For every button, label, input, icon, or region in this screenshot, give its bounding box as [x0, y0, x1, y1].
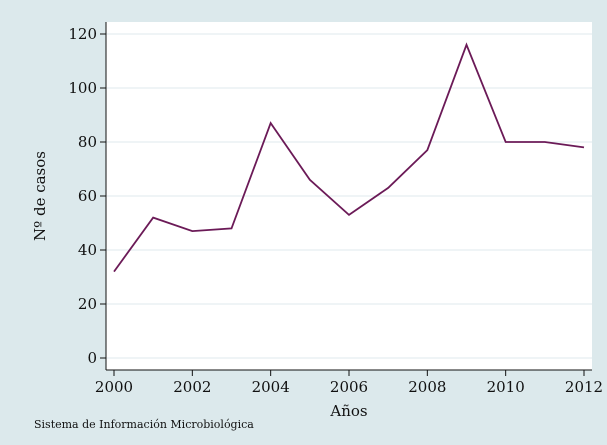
y-tick-label: 0 [87, 349, 97, 367]
y-tick-label: 40 [78, 241, 97, 259]
y-axis-title: Nº de casos [31, 151, 49, 241]
gridlines [106, 33, 592, 359]
series-layer [113, 42, 585, 273]
y-tick-label: 120 [68, 25, 97, 43]
x-tick-label: 2000 [95, 378, 133, 396]
x-tick-label: 2006 [330, 378, 368, 396]
x-axis-title: Años [329, 402, 367, 420]
x-tick-label: 2012 [565, 378, 603, 396]
tick-labels: 0 20 40 60 80 100 120 2000 2002 2004 2006 2008 2010 2… [68, 25, 603, 396]
y-tick-label: 100 [68, 79, 97, 97]
y-tick-label: 80 [78, 133, 97, 151]
x-tick-label: 2002 [173, 378, 211, 396]
axes [100, 22, 592, 376]
source-note: Sistema de Información Microbiológica [34, 418, 254, 431]
x-tick-label: 2004 [252, 378, 290, 396]
y-tick-label: 60 [78, 187, 97, 205]
x-tick-label: 2008 [408, 378, 446, 396]
y-tick-label: 20 [78, 295, 97, 313]
x-tick-label: 2010 [487, 378, 525, 396]
